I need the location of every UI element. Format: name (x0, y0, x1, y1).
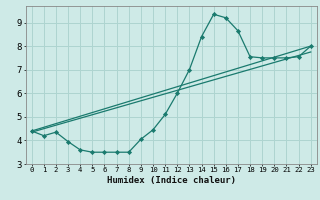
X-axis label: Humidex (Indice chaleur): Humidex (Indice chaleur) (107, 176, 236, 185)
